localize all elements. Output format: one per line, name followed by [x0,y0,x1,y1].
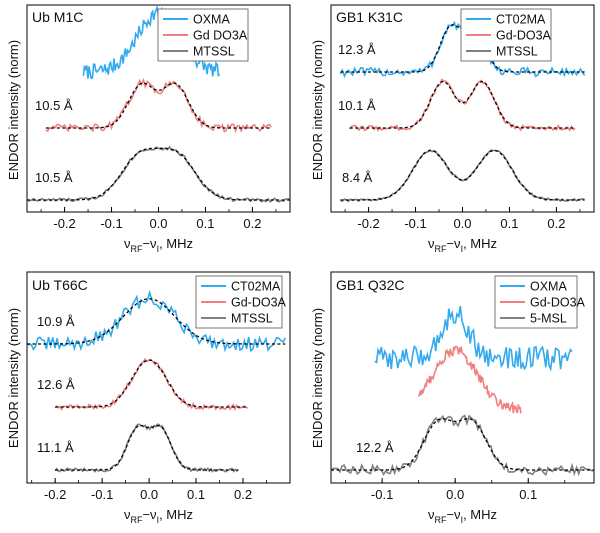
series-line-ct02ma [26,289,287,353]
legend-label: OXMA [193,13,230,27]
legend-label: Gd DO3A [193,29,248,43]
panel-title: GB1 K31C [336,9,403,25]
legend-label: MTSSL [231,312,273,326]
legend: CT02MA Gd-DO3A MTSSL [195,275,287,329]
series-line-gd-do3a [349,78,576,132]
series-line-oxma [374,305,573,372]
panel-title: GB1 Q32C [336,277,404,293]
distance-label: 11.1 Å [37,440,74,455]
distance-label: 8.4 Å [342,170,373,185]
x-tick-label: 0.2 [243,216,261,231]
panel-ub-m1c: Ub M1C ENDOR intensity (norm) -0.2 -0.1 0.… [6,4,291,254]
x-tick-label: -0.1 [91,487,113,502]
y-axis-label: ENDOR intensity (norm) [310,308,325,448]
series-line-mtssl [26,145,291,203]
panel-gb1-q32c: GB1 Q32C ENDOR intensity (norm) -0.1 0.0 0… [310,271,595,525]
x-tick-label: -0.2 [357,216,379,231]
x-tick-label: -0.1 [371,487,393,502]
fit-line [349,80,576,129]
legend-label: MTSSL [496,45,538,59]
x-tick-label: 0.0 [140,487,158,502]
series-line-mtssl [54,423,239,473]
x-axis-label-text: νRF−νI, MHz [124,507,193,525]
panel-title: Ub T66C [32,277,88,293]
series-line-gd-do3a [417,345,522,414]
legend-label: 5-MSL [530,312,567,326]
legend: CT02MA Gd-DO3A MTSSL [460,8,552,62]
distance-label: 10.5 Å [35,170,73,185]
x-tick-label: 0.1 [187,487,205,502]
x-tick-label: -0.2 [53,216,75,231]
distance-label: 10.5 Å [35,98,73,113]
x-tick-label: -0.1 [100,216,122,231]
distance-label: 12.6 Å [37,377,75,392]
x-tick-label: 0.2 [547,216,565,231]
legend-label: Gd-DO3A [231,296,287,310]
fit-line [27,298,286,345]
series-line-gd-do3a [45,77,272,134]
distance-label: 12.2 Å [356,440,394,455]
panel-ub-t66c: Ub T66C ENDOR intensity (norm) -0.2 -0.1 0… [6,271,291,525]
fit-line [45,82,272,129]
fit-line [55,359,248,408]
x-tick-label: -0.1 [404,216,426,231]
distance-label: 10.9 Å [37,314,75,329]
distance-label: 12.3 Å [338,42,376,57]
legend-label: OXMA [530,280,567,294]
x-tick-label: 0.1 [196,216,214,231]
legend-label: Gd-DO3A [530,296,586,310]
x-tick-label: 0.0 [446,487,464,502]
x-tick-label: -0.2 [44,487,66,502]
x-axis-label-text: νRF−νI, MHz [428,236,497,254]
fit-line [340,149,585,201]
panel-title: Ub M1C [32,9,83,25]
legend-label: Gd-DO3A [496,29,552,43]
legend: OXMA Gd DO3A MTSSL [157,8,249,62]
legend-label: MTSSL [193,45,235,59]
series-line-gd-do3a [54,357,249,412]
x-tick-label: 0.1 [519,487,537,502]
legend-label: CT02MA [231,280,281,294]
legend: OXMA Gd-DO3A 5-MSL [494,275,586,329]
y-axis-label: ENDOR intensity (norm) [6,308,21,448]
x-tick-label: 0.2 [234,487,252,502]
y-axis-label: ENDOR intensity (norm) [6,40,21,180]
panel-gb1-k31c: GB1 K31C ENDOR intensity (norm) -0.2 -0.1… [310,4,595,254]
y-axis-label: ENDOR intensity (norm) [310,40,325,180]
x-axis-label-text: νRF−νI, MHz [428,507,497,525]
plot-frame [330,271,595,484]
fit-line [331,417,594,471]
distance-label: 10.1 Å [338,98,376,113]
x-tick-label: 0.0 [453,216,471,231]
x-tick-label: 0.0 [149,216,167,231]
x-axis-label-text: νRF−νI, MHz [124,236,193,254]
fit-line [55,424,239,471]
series-line-mtssl [340,149,585,203]
series-line-oxma [82,4,221,80]
x-tick-label: 0.1 [500,216,518,231]
legend-label: CT02MA [496,13,546,27]
plot-frame [26,271,291,484]
